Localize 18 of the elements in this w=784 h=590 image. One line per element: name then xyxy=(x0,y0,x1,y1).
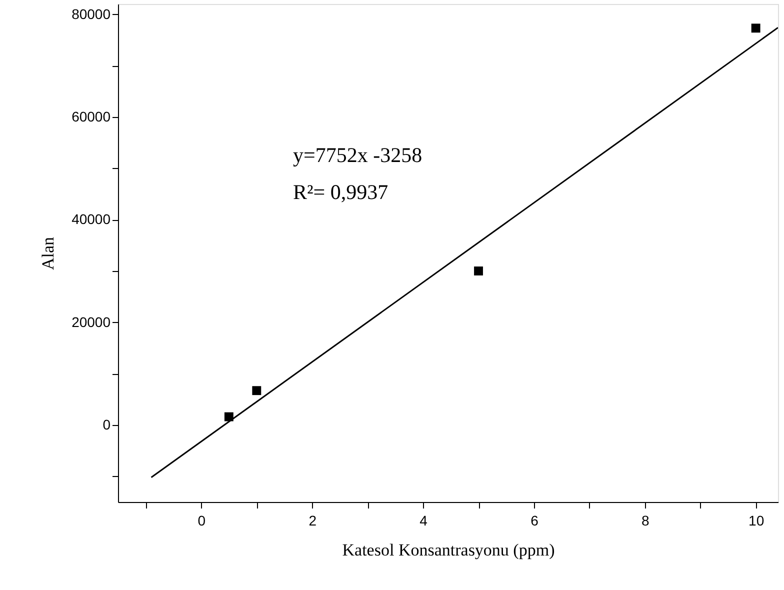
point xyxy=(252,386,262,396)
annotation: R²= 0,9937 xyxy=(293,180,388,204)
y-tick-label: 60000 xyxy=(72,108,111,124)
x-tick-label: 0 xyxy=(198,512,206,528)
y-tick-label: 0 xyxy=(102,416,111,432)
x-tick-label: 2 xyxy=(308,512,317,528)
point xyxy=(751,24,760,33)
annotation: y=7752x -3258 xyxy=(293,143,422,167)
point xyxy=(474,266,483,276)
x-tick-label: 6 xyxy=(530,512,539,528)
x-axis-title: Katesol Konsantrasyonu (ppm) xyxy=(342,540,555,560)
x-tick-label: 8 xyxy=(641,512,650,528)
y-tick-label: 80000 xyxy=(72,6,111,22)
y-tick-label: 40000 xyxy=(72,211,111,228)
x-tick-label: 10 xyxy=(748,512,764,528)
y-tick-label: 20000 xyxy=(72,314,111,330)
x-tick-label: 4 xyxy=(420,512,428,528)
y-axis-title: Alan xyxy=(38,236,58,270)
